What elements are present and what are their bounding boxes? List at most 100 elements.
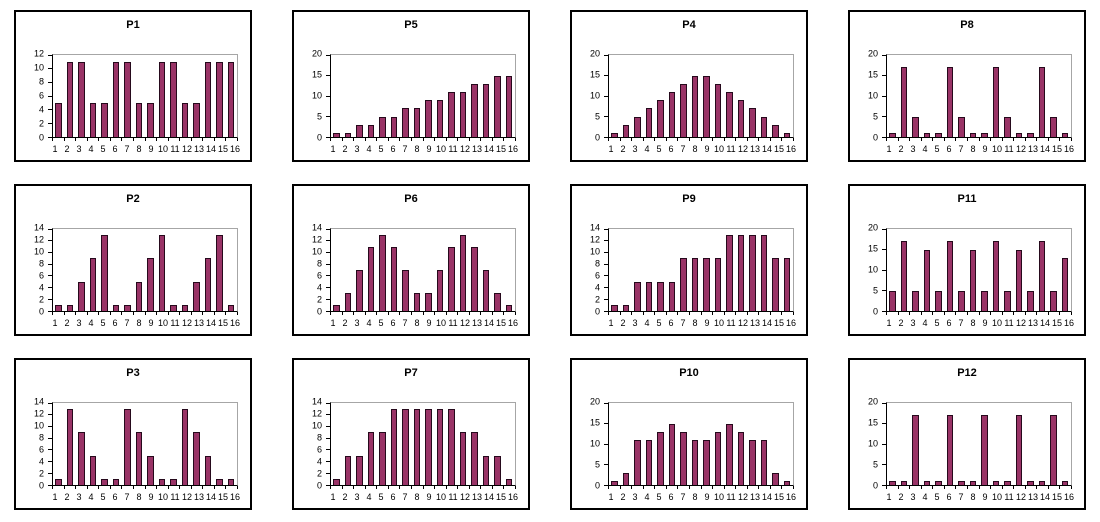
x-tick-label: 4 (922, 318, 928, 328)
bar (367, 124, 375, 137)
y-tick-label: 15 (867, 69, 878, 80)
x-tick-mark (655, 138, 667, 141)
chart-title: P7 (404, 367, 418, 379)
bar-slot (412, 55, 424, 137)
bar-slot (609, 229, 621, 311)
x-axis-labels: 1 2 3 4 5 6 7 8 9 10 11 12 13 14 15 16 (327, 318, 519, 328)
x-tick-label: 1 (608, 318, 614, 328)
y-tick-mark (604, 136, 609, 138)
y-tick-mark (882, 249, 887, 250)
bar-slot (481, 403, 493, 485)
x-tick-label: 3 (910, 144, 916, 154)
x-tick-mark (169, 138, 181, 141)
x-tick-label: 13 (749, 318, 760, 328)
x-tick-mark (1026, 138, 1038, 141)
bar (459, 432, 467, 485)
bar-slot (504, 403, 516, 485)
bar (55, 102, 62, 137)
x-tick-mark (991, 138, 1003, 141)
x-tick-mark (203, 138, 215, 141)
bar-slot (945, 229, 957, 311)
x-axis-ticks (330, 138, 516, 141)
bar-slot (759, 55, 771, 137)
x-tick-label: 12 (181, 492, 192, 502)
y-tick-mark (604, 464, 609, 465)
y-axis-labels: 0 5 10 15 20 (572, 49, 602, 142)
x-tick-label: 16 (785, 144, 796, 154)
y-tick-label: 8 (38, 258, 44, 269)
x-tick-mark (945, 486, 957, 489)
x-tick-mark (713, 486, 725, 489)
chart-panel-p7: P7 0 2 4 6 8 10 12 14 1 2 3 4 5 6 7 8 9 10 11 12 13 14 15 16 (292, 358, 530, 510)
x-tick-mark (736, 486, 748, 489)
y-tick-label: 0 (872, 306, 878, 317)
x-tick-mark (146, 486, 158, 489)
bar-slot (203, 55, 215, 137)
y-tick-mark (48, 122, 53, 124)
bar (356, 270, 363, 311)
bar-slot (690, 403, 702, 485)
x-tick-mark (945, 138, 957, 141)
x-tick-mark (956, 312, 968, 315)
bar (436, 270, 444, 311)
x-tick-mark (910, 312, 922, 315)
chart-title: P4 (682, 19, 696, 31)
bar (1004, 116, 1011, 137)
bar (611, 480, 618, 485)
y-tick-label: 20 (589, 396, 600, 407)
bar (101, 479, 108, 485)
y-axis-labels: 0 5 10 15 20 (850, 223, 880, 316)
bar-slot (887, 55, 899, 137)
bar (471, 432, 478, 485)
x-tick-label: 14 (483, 144, 494, 154)
bar (193, 432, 200, 485)
y-tick-mark (48, 472, 53, 474)
bar-slot (945, 403, 957, 485)
bar-slot (736, 55, 748, 137)
bar-slot (458, 55, 470, 137)
x-tick-label: 7 (680, 318, 686, 328)
x-tick-label: 8 (970, 492, 976, 502)
y-tick-label: 12 (589, 234, 600, 245)
x-tick-label: 10 (713, 144, 724, 154)
x-tick-mark (980, 312, 992, 315)
x-tick-label: 2 (342, 492, 348, 502)
y-tick-label: 14 (33, 222, 44, 233)
bar-slot (389, 55, 401, 137)
x-tick-mark (389, 312, 401, 315)
y-tick-mark (604, 251, 609, 253)
x-tick-mark (354, 312, 366, 315)
bar-slot (157, 229, 169, 311)
x-tick-mark (725, 486, 737, 489)
x-tick-label: 1 (330, 144, 336, 154)
y-tick-label: 10 (311, 90, 322, 101)
bar-slot (343, 229, 355, 311)
y-tick-mark (604, 95, 609, 97)
bar-slot (770, 229, 782, 311)
x-tick-mark (389, 138, 401, 141)
y-tick-mark (604, 484, 609, 486)
x-tick-mark (910, 138, 922, 141)
x-tick-mark (226, 312, 238, 315)
bar (402, 108, 409, 137)
bar (645, 439, 653, 485)
chart-title: P9 (682, 193, 696, 205)
y-tick-mark (326, 449, 331, 451)
bar-slot (377, 55, 389, 137)
x-tick-label: 14 (1039, 318, 1050, 328)
x-tick-label: 12 (1015, 492, 1026, 502)
y-axis-labels: 0 5 10 15 20 (850, 397, 880, 490)
bar-slot (354, 55, 366, 137)
x-tick-label: 9 (426, 144, 432, 154)
x-tick-label: 8 (136, 492, 142, 502)
bar-slot (968, 403, 980, 485)
y-tick-label: 8 (38, 432, 44, 443)
bar-series (887, 55, 1071, 137)
bar-slot (145, 229, 157, 311)
x-tick-label: 6 (390, 144, 396, 154)
bar-series (53, 403, 237, 485)
bar-slot (65, 55, 77, 137)
y-tick-mark (326, 484, 331, 486)
bar (691, 439, 699, 485)
x-tick-label: 5 (378, 318, 384, 328)
